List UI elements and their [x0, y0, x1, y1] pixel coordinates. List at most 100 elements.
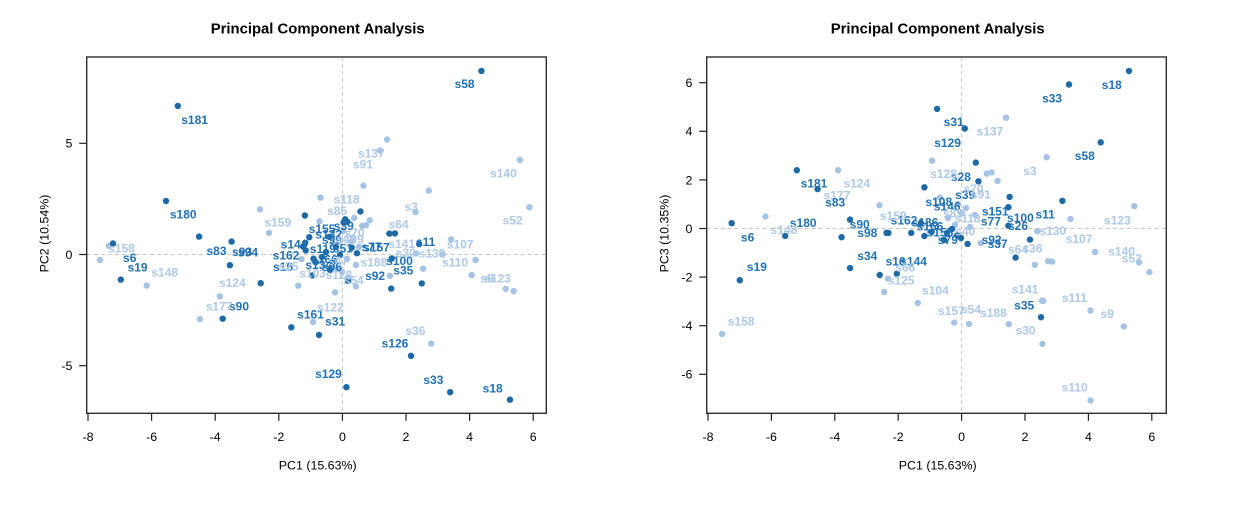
- svg-text:6: 6: [1148, 430, 1155, 444]
- svg-text:s70: s70: [344, 226, 364, 240]
- svg-text:s188: s188: [980, 306, 1007, 320]
- svg-text:s162: s162: [891, 214, 918, 228]
- svg-text:-2: -2: [273, 430, 284, 444]
- svg-text:s134: s134: [305, 258, 332, 272]
- svg-text:s158: s158: [728, 314, 755, 328]
- svg-text:-6: -6: [681, 368, 692, 382]
- svg-text:-6: -6: [766, 430, 777, 444]
- svg-text:s77: s77: [981, 214, 1001, 228]
- svg-text:2: 2: [403, 430, 410, 444]
- svg-text:s126: s126: [382, 336, 409, 350]
- svg-text:s119: s119: [310, 242, 336, 256]
- svg-text:s107: s107: [447, 237, 474, 251]
- svg-text:s144: s144: [900, 255, 927, 269]
- svg-text:s36: s36: [1022, 241, 1042, 255]
- svg-text:s129: s129: [315, 367, 342, 381]
- svg-text:s159: s159: [264, 216, 291, 230]
- svg-text:s11: s11: [416, 235, 436, 249]
- svg-text:s93: s93: [232, 245, 252, 259]
- svg-text:s123: s123: [1104, 213, 1131, 227]
- svg-text:s139: s139: [419, 246, 446, 260]
- svg-text:s161: s161: [297, 307, 324, 321]
- svg-text:s158: s158: [108, 242, 135, 256]
- svg-text:s70: s70: [964, 182, 984, 196]
- svg-text:s110: s110: [442, 256, 468, 270]
- svg-text:s18: s18: [483, 381, 503, 395]
- svg-text:s92: s92: [982, 233, 1002, 247]
- svg-text:Principal Component Analysis: Principal Component Analysis: [831, 21, 1045, 37]
- svg-text:PC1 (15.63%): PC1 (15.63%): [899, 459, 977, 473]
- svg-text:Principal Component Analysis: Principal Component Analysis: [211, 21, 425, 37]
- svg-text:0: 0: [958, 430, 965, 444]
- svg-text:s6: s6: [123, 251, 137, 265]
- svg-text:s11: s11: [1035, 208, 1055, 222]
- svg-text:s16: s16: [886, 255, 906, 269]
- svg-text:4: 4: [466, 430, 473, 444]
- svg-text:s40: s40: [336, 232, 356, 246]
- svg-text:2: 2: [685, 173, 692, 187]
- svg-text:s99: s99: [322, 233, 342, 247]
- svg-text:-8: -8: [702, 430, 713, 444]
- svg-text:s83: s83: [206, 244, 226, 258]
- svg-text:s129: s129: [934, 136, 961, 150]
- svg-text:s79: s79: [938, 233, 958, 247]
- svg-text:s100: s100: [386, 254, 413, 268]
- svg-text:s155: s155: [927, 226, 954, 240]
- svg-text:s77: s77: [361, 240, 381, 254]
- svg-text:s30: s30: [396, 246, 416, 260]
- svg-text:s66: s66: [895, 261, 915, 275]
- svg-text:s162: s162: [273, 249, 300, 263]
- svg-text:PC2 (10.54%): PC2 (10.54%): [38, 195, 52, 273]
- svg-text:s96: s96: [322, 260, 342, 274]
- svg-text:s137: s137: [977, 125, 1004, 139]
- svg-text:s100: s100: [1007, 211, 1034, 225]
- svg-text:s180: s180: [170, 208, 197, 222]
- svg-text:s110: s110: [1062, 381, 1088, 395]
- svg-text:s40: s40: [955, 225, 975, 239]
- svg-text:s107: s107: [1066, 232, 1093, 246]
- svg-text:PC1 (15.63%): PC1 (15.63%): [279, 459, 357, 473]
- svg-text:s26: s26: [1008, 219, 1028, 233]
- svg-text:s9: s9: [1101, 307, 1115, 321]
- svg-text:0: 0: [685, 222, 692, 236]
- svg-text:s118: s118: [955, 211, 981, 225]
- svg-text:s39: s39: [334, 219, 354, 233]
- svg-text:s151: s151: [982, 205, 1009, 219]
- svg-text:6: 6: [685, 76, 692, 90]
- svg-text:s166: s166: [917, 219, 944, 233]
- svg-text:s140: s140: [490, 166, 517, 180]
- svg-text:s52: s52: [1122, 252, 1142, 266]
- svg-text:s58: s58: [1075, 149, 1095, 163]
- svg-text:s92: s92: [365, 269, 385, 283]
- svg-text:s9: s9: [480, 272, 494, 286]
- svg-text:-5: -5: [61, 359, 72, 373]
- svg-text:s19: s19: [747, 260, 767, 274]
- svg-text:-4: -4: [829, 430, 840, 444]
- svg-text:s3: s3: [405, 200, 419, 214]
- svg-text:s98: s98: [857, 226, 877, 240]
- svg-text:s91: s91: [353, 157, 373, 171]
- svg-text:-2: -2: [893, 430, 904, 444]
- svg-text:-4: -4: [681, 319, 692, 333]
- svg-text:s130: s130: [1039, 224, 1066, 238]
- svg-text:s37: s37: [988, 237, 1008, 251]
- svg-text:s128: s128: [325, 268, 352, 282]
- svg-text:s123: s123: [484, 272, 511, 286]
- svg-text:4: 4: [685, 125, 692, 139]
- svg-text:s54: s54: [344, 274, 364, 288]
- svg-text:s94: s94: [238, 246, 258, 260]
- svg-text:s25: s25: [278, 259, 298, 273]
- svg-text:s124: s124: [843, 176, 870, 190]
- svg-text:s6: s6: [741, 230, 755, 244]
- svg-text:0: 0: [339, 430, 346, 444]
- svg-text:5: 5: [65, 137, 72, 151]
- svg-text:s181: s181: [801, 176, 828, 190]
- svg-text:s35: s35: [1014, 299, 1034, 313]
- svg-text:s64: s64: [389, 217, 409, 231]
- svg-text:s188: s188: [361, 256, 388, 270]
- svg-text:s111: s111: [1062, 291, 1088, 305]
- svg-text:s83: s83: [825, 196, 845, 210]
- svg-text:s132: s132: [315, 228, 342, 242]
- svg-text:s85: s85: [327, 204, 347, 218]
- svg-text:s108: s108: [925, 195, 952, 209]
